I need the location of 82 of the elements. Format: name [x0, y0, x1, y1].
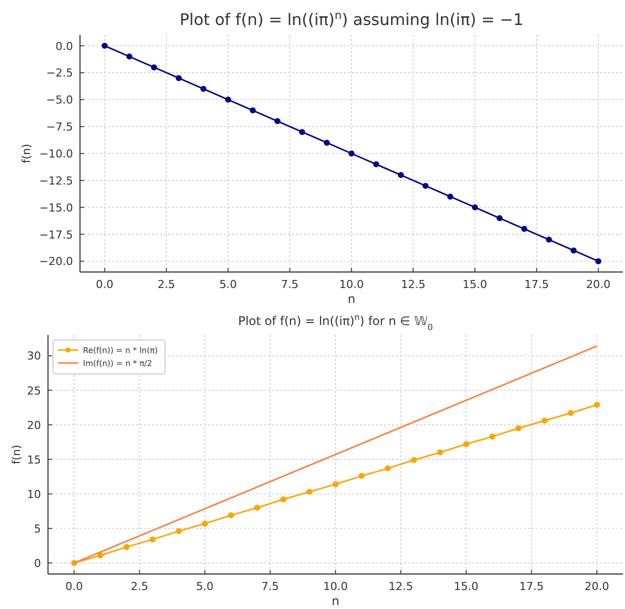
point [176, 75, 182, 82]
x-tick-label: 5.0 [196, 580, 214, 593]
chart-title: Plot of f(n) = ln((iπ)$^{n}$) assuming ln(iπ) = −1 [180, 8, 524, 29]
x-tick-label: 12.5 [388, 580, 414, 593]
point [299, 128, 306, 135]
point [250, 107, 256, 114]
x-tick-label: 20.0 [586, 278, 611, 291]
point [102, 42, 108, 49]
point [437, 449, 444, 456]
point [228, 512, 234, 518]
point [151, 64, 158, 70]
y-tick-label: −2.5 [46, 66, 73, 80]
point [472, 204, 478, 210]
y-tick-label: −17.5 [39, 228, 73, 242]
x-tick-label: 15.0 [462, 278, 488, 291]
point [570, 247, 577, 254]
point [568, 410, 574, 416]
y-tick-label: −5.0 [46, 94, 73, 107]
point [123, 544, 130, 550]
point [348, 150, 354, 156]
y-axis-title: f(n) [10, 444, 23, 464]
point [398, 172, 404, 178]
x-axis-title: n [332, 594, 340, 608]
y-tick-label: 10 [27, 488, 41, 501]
point [410, 457, 417, 464]
y-tick-label: 30 [27, 350, 41, 363]
point [447, 194, 454, 200]
y-tick-label: 15 [27, 453, 41, 466]
point [542, 418, 548, 424]
point [324, 140, 330, 146]
point [126, 54, 132, 60]
point [332, 481, 338, 488]
x-tick-label: 17.5 [524, 278, 549, 291]
point [280, 496, 286, 502]
x-tick-label: 10.0 [339, 278, 364, 291]
x-tick-label: 17.5 [519, 580, 544, 593]
point [373, 161, 380, 168]
point [225, 96, 232, 103]
y-tick-label: −10.0 [39, 148, 73, 160]
y-tick-label: 25 [27, 384, 41, 398]
x-tick-label: 15.0 [454, 580, 478, 593]
point [521, 226, 528, 232]
x-tick-label: 0.0 [65, 580, 83, 593]
x-tick-label: 20.0 [584, 580, 610, 593]
point [595, 258, 602, 264]
point [150, 536, 156, 542]
point [422, 182, 429, 189]
point [274, 118, 280, 124]
point [489, 434, 496, 440]
point [176, 528, 182, 534]
x-tick-label: 2.5 [130, 580, 148, 593]
x-tick-label: 0.0 [96, 278, 114, 291]
chart-title: Plot of f(n) = ln((iπ)$^{n}$) for n ∈ 𝕎$_{0}$ [238, 312, 433, 332]
point [384, 465, 391, 472]
point [202, 520, 208, 527]
y-tick-label: 20 [27, 418, 41, 432]
point [546, 236, 552, 243]
point [594, 402, 600, 408]
point [463, 441, 470, 448]
x-tick-label: 2.5 [158, 278, 176, 291]
y-axis-title: f(n) [20, 144, 33, 164]
y-tick-label: −20.0 [39, 255, 73, 268]
y-tick-label: −15.0 [39, 201, 73, 214]
point [254, 504, 260, 511]
x-tick-label: 10.0 [323, 580, 348, 593]
point [496, 215, 503, 222]
point [358, 472, 365, 479]
x-tick-label: 7.5 [281, 278, 299, 291]
point [306, 488, 312, 495]
x-axis-title: n [348, 292, 356, 306]
legend-label: Re(f(n)) = n * ln(π) [83, 346, 158, 355]
y-tick-label: 0.0 [56, 40, 73, 53]
y-tick-label: −7.5 [46, 120, 73, 134]
y-tick-label: 5 [34, 522, 41, 536]
point [200, 86, 206, 92]
x-tick-label: 7.5 [261, 580, 279, 593]
point [515, 425, 522, 432]
y-tick-label: −12.5 [39, 174, 73, 188]
x-tick-label: 5.0 [219, 278, 237, 291]
legend-label: Im(f(n)) = n * π/2 [83, 359, 152, 368]
x-tick-label: 12.5 [400, 278, 426, 291]
y-tick-label: 0 [34, 556, 41, 570]
